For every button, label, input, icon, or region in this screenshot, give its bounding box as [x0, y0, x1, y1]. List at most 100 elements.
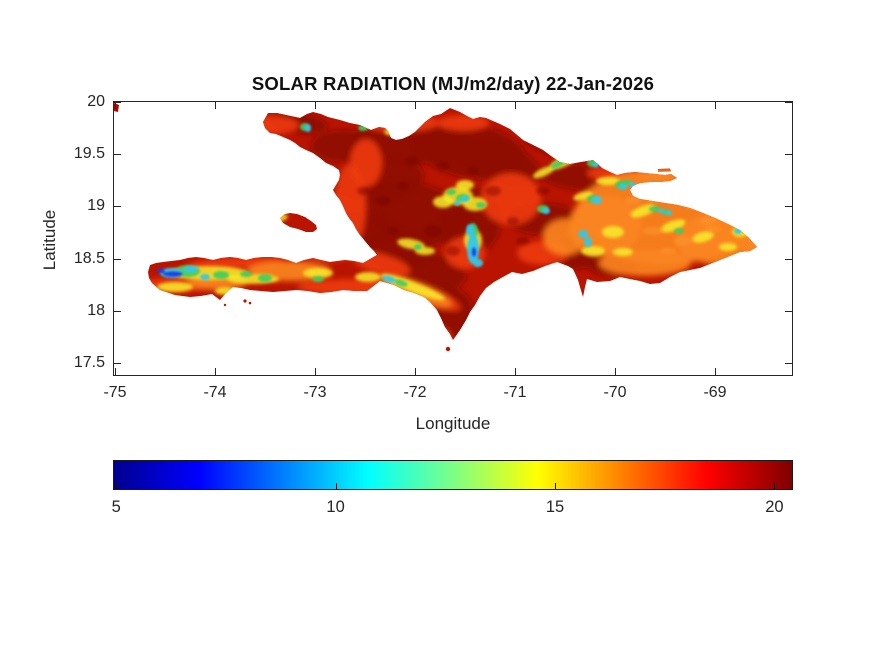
- raster-blob: [507, 217, 519, 225]
- raster-blob: [437, 115, 489, 131]
- y-tick-mark-right: [785, 362, 792, 364]
- raster-blob: [584, 237, 592, 247]
- colorbar-tick-label: 20: [765, 498, 784, 516]
- raster-blob: [258, 274, 272, 282]
- map-canvas: [114, 103, 757, 352]
- raster-blob: [397, 182, 409, 190]
- raster-blob: [405, 156, 421, 166]
- raster-blob: [358, 125, 368, 131]
- raster-blob: [630, 204, 656, 218]
- raster-blob: [414, 244, 422, 250]
- y-tick-mark-right: [785, 258, 792, 260]
- raster-blob: [719, 243, 737, 251]
- raster-blob: [446, 189, 456, 195]
- raster-blob: [350, 139, 382, 187]
- raster-blob: [213, 271, 229, 279]
- raster-blob: [247, 116, 299, 134]
- y-tick-mark-right: [785, 206, 792, 208]
- raster-blob: [651, 186, 665, 192]
- raster-blob: [635, 170, 671, 182]
- x-tick-mark-top: [215, 102, 216, 109]
- raster-blob: [674, 237, 692, 245]
- raster-blob: [446, 246, 460, 256]
- colorbar-tick-mark: [555, 483, 557, 489]
- x-tick-label: -72: [403, 384, 427, 401]
- raster-blob: [184, 266, 198, 272]
- raster-blob: [692, 231, 714, 243]
- raster-blob: [593, 162, 599, 168]
- x-tick-mark: [215, 368, 216, 375]
- y-tick-label: 18: [87, 301, 105, 319]
- raster-blob: [660, 219, 686, 233]
- raster-blob: [658, 209, 664, 213]
- y-axis-label: Latitude: [40, 209, 59, 271]
- raster-blob: [543, 219, 587, 255]
- raster-blob: [660, 248, 676, 254]
- raster-blob: [643, 227, 663, 235]
- colorbar-tick-label: 10: [326, 498, 345, 516]
- colorbar: [113, 460, 793, 490]
- x-tick-mark-top: [715, 102, 716, 109]
- plot-area: [113, 101, 793, 376]
- x-tick-label: -74: [203, 384, 227, 401]
- raster-blob: [357, 187, 369, 195]
- y-tick-label: 20: [87, 93, 105, 111]
- raster-blob: [532, 165, 556, 179]
- x-tick-label: -75: [103, 384, 127, 401]
- raster-blob: [602, 226, 624, 238]
- raster-blob: [312, 276, 324, 282]
- x-tick-mark: [715, 368, 716, 375]
- raster-blob: [200, 274, 210, 280]
- colorbar-tick-label: 15: [545, 498, 565, 516]
- colorbar-tick-label: 5: [111, 498, 121, 516]
- raster-blob: [471, 247, 477, 257]
- raster-blob: [387, 227, 399, 235]
- x-tick-mark-top: [615, 102, 616, 109]
- raster-blob: [466, 224, 474, 236]
- y-tick-label: 19: [87, 197, 105, 215]
- raster-blob: [394, 279, 408, 287]
- x-tick-mark-top: [515, 102, 516, 109]
- colorbar-tick-mark: [116, 483, 118, 489]
- x-tick-mark: [415, 368, 416, 375]
- raster-blob: [578, 230, 588, 238]
- x-tick-mark: [515, 368, 516, 375]
- raster-blob: [596, 177, 620, 185]
- raster-blob: [705, 226, 721, 232]
- raster-blob: [516, 237, 530, 245]
- raster-blob: [485, 186, 501, 196]
- y-tick-label: 18.5: [73, 249, 105, 267]
- raster-blob: [599, 250, 691, 276]
- x-tick-mark-top: [415, 102, 416, 109]
- raster-blob: [674, 228, 684, 234]
- raster-blob: [305, 124, 311, 132]
- colorbar-tick-mark: [774, 483, 776, 489]
- y-tick-mark: [114, 206, 121, 208]
- raster-blob: [375, 196, 391, 206]
- raster-blob: [355, 272, 381, 282]
- raster-blob: [336, 217, 350, 225]
- x-tick-mark: [315, 368, 316, 375]
- raster-blob: [737, 235, 757, 253]
- raster-blob: [613, 248, 633, 256]
- raster-blob: [431, 328, 451, 346]
- x-tick-label: -69: [703, 384, 727, 401]
- raster-blob: [157, 268, 165, 274]
- y-tick-mark: [114, 258, 121, 260]
- x-tick-mark: [115, 368, 116, 375]
- colorbar-tick-mark: [335, 483, 337, 489]
- raster-blob: [625, 197, 641, 205]
- y-tick-mark: [114, 154, 121, 156]
- raster-blob: [542, 208, 550, 214]
- chart-title: SOLAR RADIATION (MJ/m2/day) 22-Jan-2026: [251, 73, 655, 94]
- raster-blob: [666, 210, 672, 216]
- raster-blob: [384, 128, 408, 136]
- x-tick-mark-top: [115, 102, 116, 109]
- raster-blob: [700, 217, 716, 225]
- raster-blob: [454, 200, 460, 206]
- x-tick-mark-top: [315, 102, 316, 109]
- x-tick-label: -71: [503, 384, 527, 401]
- raster-blob: [619, 184, 627, 190]
- x-tick-label: -70: [603, 384, 627, 401]
